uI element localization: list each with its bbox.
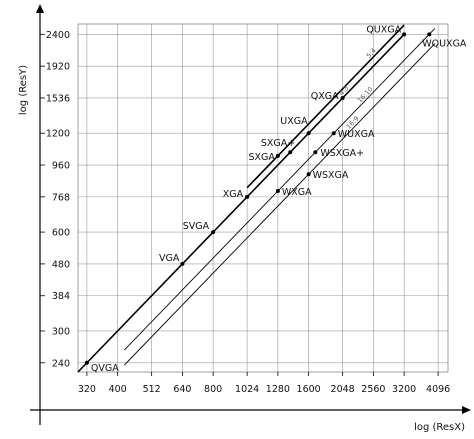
data-point-label: SXGA+	[261, 138, 295, 149]
data-point	[180, 261, 185, 266]
data-point	[313, 150, 318, 155]
data-point-label: XGA	[223, 189, 244, 200]
ratio-line-label: 16:10	[356, 85, 375, 104]
plot-border	[77, 23, 449, 373]
x-tick-label: 4096	[426, 384, 450, 395]
data-point	[211, 230, 216, 235]
x-tick-label: 320	[78, 384, 96, 395]
y-tick-label: 384	[52, 291, 70, 302]
y-tick-label: 480	[52, 259, 70, 270]
ratio-line	[77, 33, 405, 373]
axes: log (ResY) log (ResX)	[18, 4, 471, 433]
data-point	[288, 150, 293, 155]
y-tick-label: 768	[52, 192, 70, 203]
data-point	[331, 131, 336, 136]
grid	[40, 23, 449, 376]
y-tick-label: 2400	[46, 30, 70, 41]
data-point-label: WQUXGA	[422, 38, 467, 49]
x-axis-title: log (ResX)	[414, 422, 465, 433]
ratio-line	[124, 28, 436, 351]
x-tick-label: 512	[143, 384, 161, 395]
data-point	[275, 153, 280, 158]
y-tick-label: 960	[52, 161, 70, 172]
ratio-line	[246, 24, 405, 189]
tick-labels: 320 400 512 640 800 1024 1280 1600 2048 2560 3200 4…	[46, 30, 450, 395]
data-point-label: VGA	[159, 253, 180, 264]
x-tick-label: 400	[109, 384, 127, 395]
ratio-line	[124, 43, 436, 366]
y-tick-label: 1536	[46, 93, 70, 104]
data-point-label: WXGA	[282, 187, 312, 198]
data-point	[427, 32, 432, 37]
x-tick-label: 640	[173, 384, 191, 395]
data-points: QVGA VGA SVGA XGA WXGA SXGA SXGA+ UXGA WSXGA WSXG…	[84, 24, 467, 374]
x-tick-label: 2048	[331, 384, 355, 395]
ratio-line-label: 5:4	[365, 47, 378, 60]
data-point	[84, 360, 89, 365]
y-axis-title: log (ResY)	[18, 65, 29, 115]
y-axis-arrow-icon	[36, 4, 44, 13]
x-tick-label: 1280	[266, 384, 290, 395]
y-tick-label: 600	[52, 228, 70, 239]
x-tick-label: 800	[204, 384, 222, 395]
data-point-label: QXGA	[311, 91, 339, 102]
x-tick-label: 1024	[235, 384, 259, 395]
data-point	[245, 194, 250, 199]
data-point-label: WUXGA	[338, 129, 375, 140]
data-point	[340, 95, 345, 100]
data-point-label: QVGA	[91, 363, 119, 374]
data-point	[306, 172, 311, 177]
y-tick-label: 1200	[46, 129, 70, 140]
x-axis-arrow-icon	[462, 406, 471, 414]
data-point	[402, 32, 407, 37]
x-tick-label: 1600	[297, 384, 321, 395]
data-point-label: SVGA	[183, 221, 210, 232]
data-point-label: WSXGA+	[320, 148, 364, 159]
x-tick-label: 2560	[361, 384, 385, 395]
data-point-label: WSXGA	[313, 170, 349, 181]
data-point-label: SXGA	[248, 152, 275, 163]
ratio-line-label: 4:3	[337, 84, 350, 97]
data-point-label: UXGA	[280, 116, 308, 127]
data-point	[275, 189, 280, 194]
y-tick-label: 240	[52, 358, 70, 369]
y-tick-label: 300	[52, 326, 70, 337]
x-tick-label: 3200	[392, 384, 416, 395]
y-tick-label: 1920	[46, 62, 70, 73]
data-point	[306, 131, 311, 136]
data-point-label: QUXGA	[366, 24, 401, 35]
